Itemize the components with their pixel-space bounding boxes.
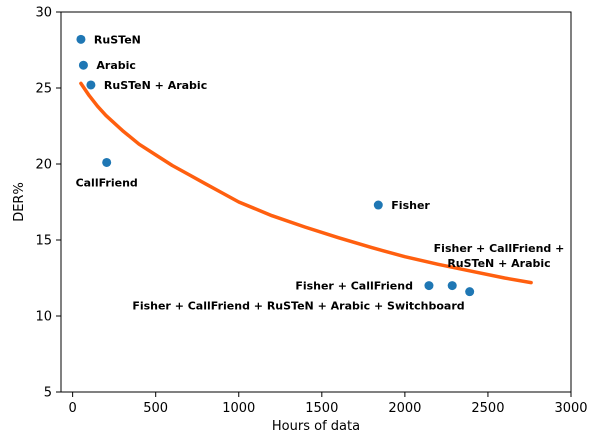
point-label-line: RuSTeN + Arabic — [104, 79, 207, 92]
point-label-line: Fisher + CallFriend + RuSTeN + Arabic + … — [132, 300, 464, 313]
data-point — [76, 34, 86, 44]
data-point — [424, 281, 434, 291]
axes: 0 500 1000 1500 2000 2500 3000 5 10 15 20 25 30 — [35, 6, 587, 417]
y-tick-label: 30 — [35, 6, 52, 21]
point-label: Fisher + CallFriend + RuSTeN + Arabic — [434, 242, 565, 270]
x-tick-label: 3000 — [554, 401, 587, 416]
y-axis-title: DER% — [12, 182, 27, 222]
point-label: CallFriend — [76, 176, 138, 189]
x-tick-label: 1000 — [222, 401, 255, 416]
x-tick-label: 2500 — [471, 401, 504, 416]
plot-frame — [60, 11, 572, 393]
y-tick-label: 20 — [35, 158, 52, 173]
point-label-line: Fisher + CallFriend — [295, 280, 413, 293]
x-tick-label: 0 — [68, 401, 76, 416]
fit-curve — [79, 81, 533, 285]
x-tick-label: 1500 — [305, 401, 338, 416]
data-point — [447, 281, 457, 291]
y-tick-label: 25 — [35, 82, 52, 97]
data-point — [102, 157, 112, 167]
data-point — [86, 80, 96, 90]
point-label-line: Fisher + CallFriend + — [434, 242, 565, 255]
data-point — [373, 200, 383, 210]
point-label: Fisher — [391, 199, 430, 212]
plot-content: RuSTeN Arabic RuSTeN + Arabic CallFriend Fis… — [76, 33, 565, 312]
point-label: RuSTeN — [94, 33, 141, 46]
point-label: Arabic — [96, 59, 136, 72]
point-label: RuSTeN + Arabic — [104, 79, 207, 92]
point-label-line: RuSTeN + Arabic — [447, 257, 550, 270]
data-point — [78, 60, 88, 70]
point-label-line: Fisher — [391, 199, 430, 212]
point-label: Fisher + CallFriend + RuSTeN + Arabic + … — [132, 300, 464, 313]
point-label-line: RuSTeN — [94, 33, 141, 46]
y-tick-label: 10 — [35, 310, 52, 325]
y-tick-label: 5 — [44, 386, 52, 401]
y-tick-label: 15 — [35, 234, 52, 249]
x-axis-title: Hours of data — [272, 419, 360, 434]
point-label: Fisher + CallFriend — [295, 280, 413, 293]
data-point — [465, 287, 475, 297]
x-tick-label: 2000 — [388, 401, 421, 416]
point-label-line: CallFriend — [76, 176, 138, 189]
point-label-line: Arabic — [96, 59, 136, 72]
x-tick-label: 500 — [143, 401, 168, 416]
